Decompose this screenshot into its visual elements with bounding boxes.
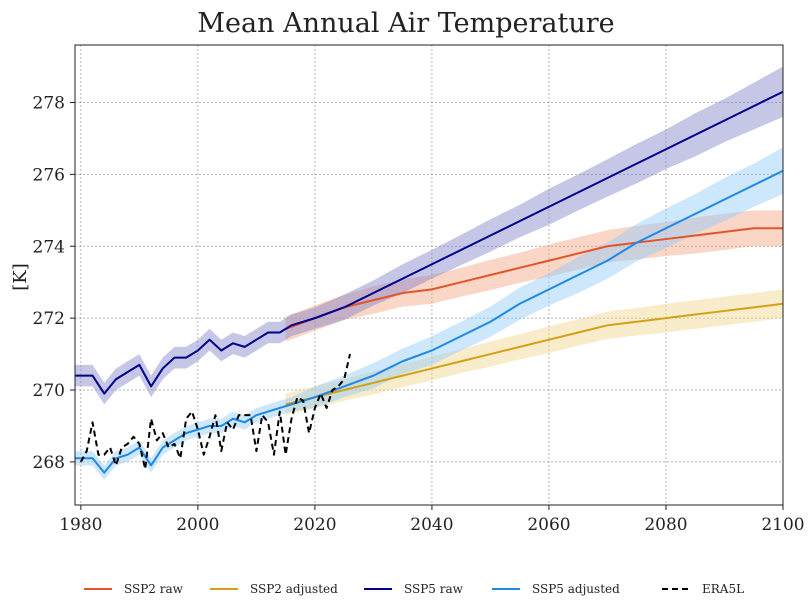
x-tick-label: 1980 [59, 515, 102, 535]
legend-label-era5l: ERA5L [702, 582, 744, 596]
plot-frame [74, 44, 784, 506]
series-line-ssp2-adjusted [285, 302, 784, 406]
series-band-ssp2-adjusted [285, 289, 783, 416]
legend-label-ssp2-raw: SSP2 raw [124, 582, 184, 596]
x-tick-label: 2080 [644, 515, 687, 535]
y-tick-label: 278 [33, 94, 65, 114]
y-axis-label: [K] [10, 263, 31, 291]
legend: SSP2 raw SSP2 adjusted SSP5 raw SSP5 adjust… [84, 582, 744, 596]
y-tick-label: 276 [33, 165, 65, 185]
x-tick-label: 2060 [527, 515, 570, 535]
series-line-ssp5-raw [75, 90, 784, 395]
x-tick-label: 2040 [410, 515, 453, 535]
x-tick-label: 2100 [761, 515, 804, 535]
legend-label-ssp2-adjusted: SSP2 adjusted [250, 582, 338, 596]
series-line-ssp5-adjusted [75, 169, 784, 474]
series-band-ssp2-raw [285, 210, 783, 342]
y-tick-label: 268 [33, 453, 65, 473]
y-tick-label: 272 [33, 309, 65, 329]
x-tick-label: 2000 [176, 515, 219, 535]
y-tick-label: 274 [33, 237, 65, 257]
series-band-ssp5-raw [75, 66, 783, 405]
line-layer [75, 90, 784, 474]
tick-layer: 1980 2000 2020 2040 2060 2080 2100 268 270 272 274… [33, 94, 805, 536]
series-line-era5l [79, 353, 351, 471]
y-tick-label: 270 [33, 381, 65, 401]
series-line-ssp2-raw [285, 227, 783, 330]
band-layer [75, 66, 783, 480]
legend-label-ssp5-adjusted: SSP5 adjusted [532, 582, 620, 596]
legend-label-ssp5-raw: SSP5 raw [404, 582, 464, 596]
chart-title: Mean Annual Air Temperature [197, 8, 614, 39]
x-tick-label: 2020 [293, 515, 336, 535]
